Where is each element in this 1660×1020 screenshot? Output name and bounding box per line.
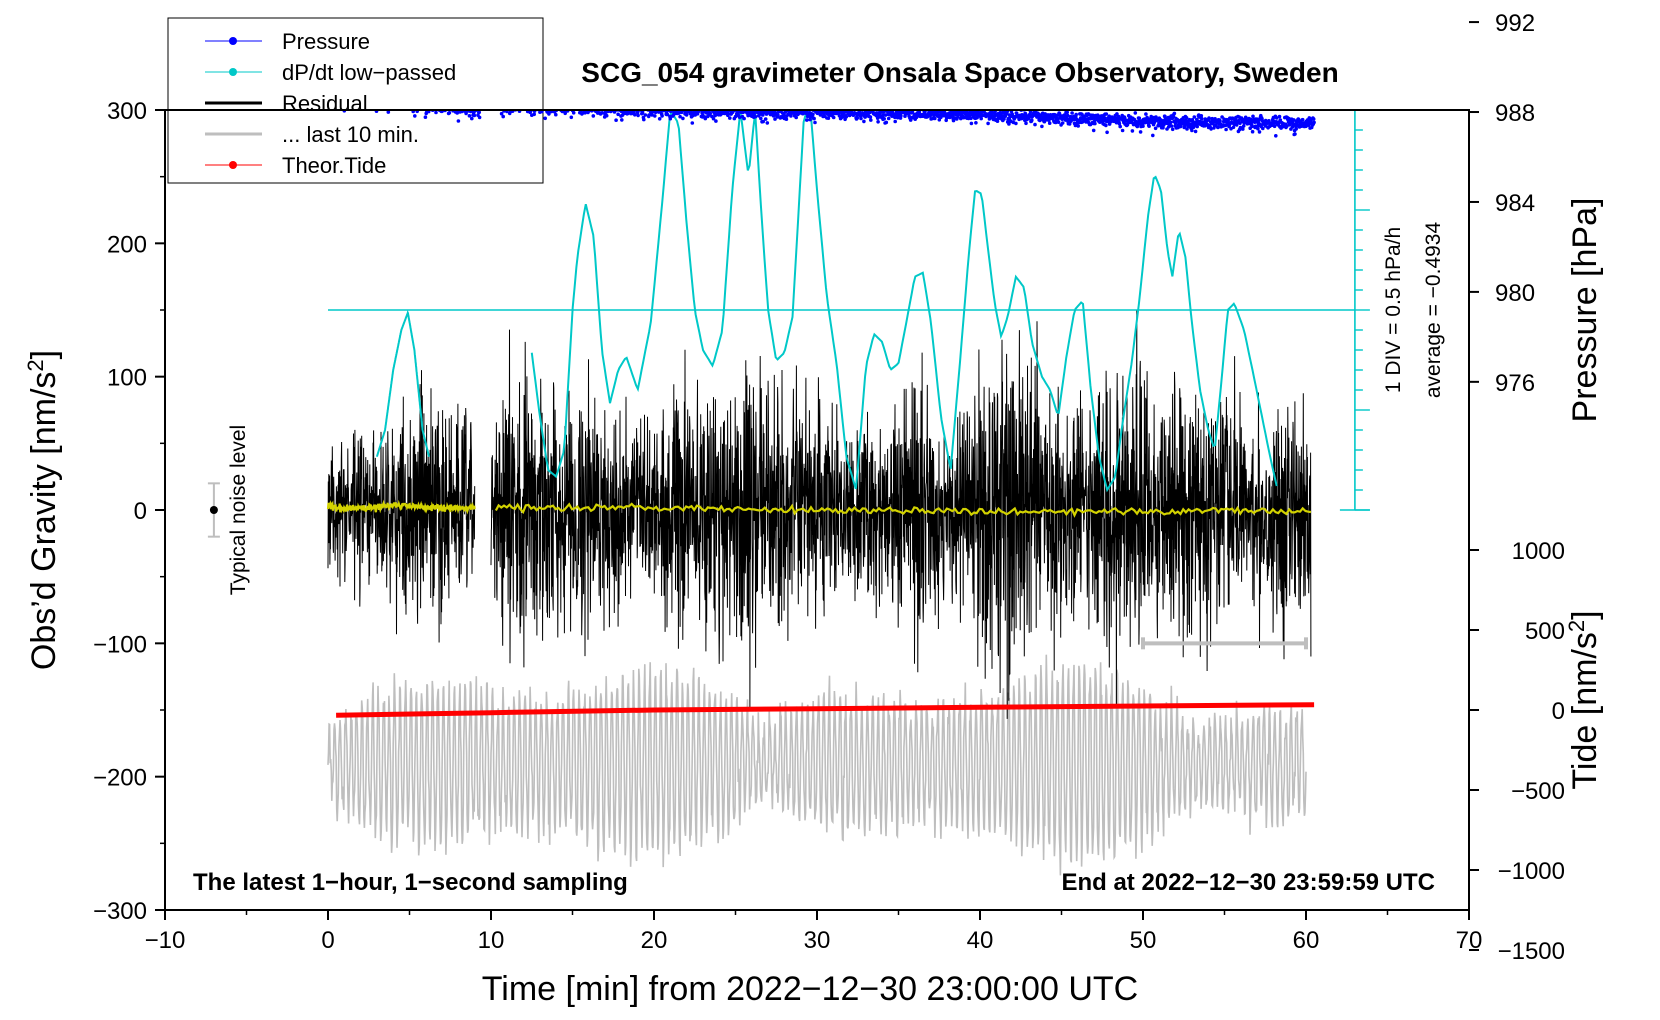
tide-tick-label: 500 xyxy=(1525,618,1565,645)
legend-label: Pressure xyxy=(282,29,370,54)
legend-swatch-dot xyxy=(229,68,237,76)
tide-tick-label: −1500 xyxy=(1498,938,1565,965)
dpdt-scale xyxy=(1339,110,1370,511)
y-tick-label: 200 xyxy=(107,231,147,258)
x-tick-label: 10 xyxy=(478,927,505,954)
x-tick-label: 60 xyxy=(1293,927,1320,954)
x-tick-label: 30 xyxy=(804,927,831,954)
x-axis-label: Time [min] from 2022−12−30 23:00:00 UTC xyxy=(482,970,1138,1008)
noise-label: Typical noise level xyxy=(227,425,250,595)
pressure-tick-label: 976 xyxy=(1495,370,1535,397)
tide-tick-label: −1000 xyxy=(1498,858,1565,885)
y-tick-label: −300 xyxy=(93,898,147,925)
series-last-10-min xyxy=(327,654,1307,876)
legend-label: dP/dt low−passed xyxy=(282,60,456,85)
series-dpdt xyxy=(375,309,431,458)
x-tick-label: 50 xyxy=(1130,927,1157,954)
tide-tick-label: 0 xyxy=(1552,698,1565,725)
legend: Pressure dP/dt low−passed Residual ... last… xyxy=(167,17,544,184)
series-theor-tide xyxy=(336,702,1315,718)
pressure-tick-label: 992 xyxy=(1495,10,1535,37)
legend-label: Theor.Tide xyxy=(282,153,386,178)
legend-box xyxy=(167,17,544,184)
y-tick-label: 100 xyxy=(107,365,147,392)
bottom-left-note: The latest 1−hour, 1−second sampling xyxy=(193,869,628,896)
y-tick-label: −100 xyxy=(93,631,147,658)
legend-label: Residual xyxy=(282,91,368,116)
x-tick-label: 0 xyxy=(321,927,334,954)
legend-swatch-dot xyxy=(229,161,237,169)
series-residual-segment xyxy=(327,370,476,643)
x-tick-label: 40 xyxy=(967,927,994,954)
tide-tick-label: 1000 xyxy=(1512,538,1565,565)
series-pressure xyxy=(498,110,1316,138)
y-axis-label-left: Obs’d Gravity [nm/s2] xyxy=(23,350,63,670)
dpdt-div-label: 1 DIV = 0.5 hPa/h xyxy=(1382,227,1405,393)
x-tick-label: −10 xyxy=(145,927,186,954)
pressure-tick-label: 988 xyxy=(1495,100,1535,127)
y-axis-label-pressure: Pressure [hPa] xyxy=(1566,198,1604,423)
legend-label: ... last 10 min. xyxy=(282,122,419,147)
y-tick-label: 0 xyxy=(134,498,147,525)
noise-level-dot xyxy=(209,506,218,514)
pressure-tick-label: 980 xyxy=(1495,280,1535,307)
dpdt-average-label: average = −0.4934 xyxy=(1422,222,1445,399)
legend-swatch-dot xyxy=(229,37,237,45)
y-tick-label: −200 xyxy=(93,765,147,792)
plot-area xyxy=(207,110,1370,876)
series-residual-smoothed xyxy=(494,502,1312,518)
series-dpdt xyxy=(530,110,1278,493)
y-tick-label: 300 xyxy=(107,98,147,125)
axes: −10 0 10 20 30 40 50 60 703002001000−100−200−300… xyxy=(93,10,1565,965)
pressure-tick-label: 984 xyxy=(1495,190,1535,217)
y-axis-label-tide: Tide [nm/s2] xyxy=(1564,610,1604,789)
series-residual-segment xyxy=(490,310,1312,719)
chart-title: SCG_054 gravimeter Onsala Space Observat… xyxy=(581,57,1338,88)
bottom-right-note: End at 2022−12−30 23:59:59 UTC xyxy=(1061,869,1435,896)
plot-series xyxy=(207,110,1370,876)
tide-tick-label: −500 xyxy=(1511,778,1565,805)
series-residual-smoothed xyxy=(326,499,476,515)
x-tick-label: 20 xyxy=(641,927,668,954)
